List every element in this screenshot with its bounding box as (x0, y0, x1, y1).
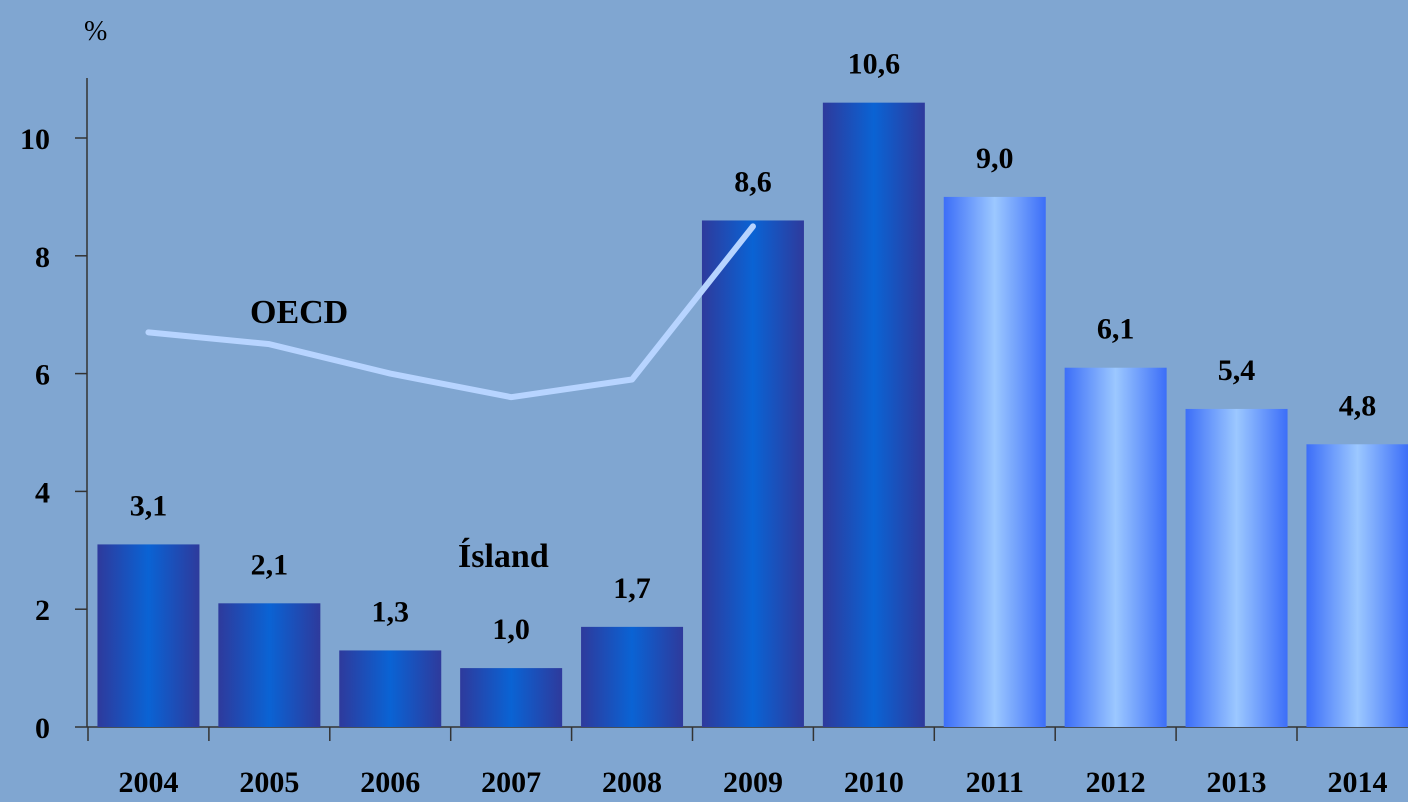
data-label-2011: 9,0 (976, 142, 1014, 175)
data-label-2005: 2,1 (251, 548, 289, 581)
data-label-2008: 1,7 (613, 572, 651, 605)
y-axis-unit-label: % (84, 16, 107, 47)
x-tick-label-2005: 2005 (239, 766, 299, 799)
x-tick-label-2012: 2012 (1086, 766, 1146, 799)
x-tick-label-2008: 2008 (602, 766, 662, 799)
bar-2011 (944, 197, 1046, 727)
bar-2005 (218, 603, 320, 727)
bar-2009 (702, 220, 804, 727)
bars-group: 3,1 2,1 1,3 1,0 1,7 8,6 10,6 9,0 6,1 5,4 4,8 (97, 48, 1408, 727)
y-axis-ticks: 0 2 4 6 8 10 (20, 123, 87, 745)
x-tick-label-2007: 2007 (481, 766, 541, 799)
bar-2004 (97, 544, 199, 727)
x-tick-label-2013: 2013 (1207, 766, 1267, 799)
x-tick-label-2014: 2014 (1327, 766, 1387, 799)
x-tick-label-2009: 2009 (723, 766, 783, 799)
x-tick-label-2010: 2010 (844, 766, 904, 799)
bar-2012 (1065, 368, 1167, 727)
x-tick-label-2004: 2004 (118, 766, 178, 799)
y-tick-label: 2 (35, 594, 50, 627)
bar-2013 (1186, 409, 1288, 727)
y-tick-label: 0 (35, 712, 50, 745)
series-label-island: Ísland (458, 538, 549, 575)
bar-2007 (460, 668, 562, 727)
x-tick-label-2006: 2006 (360, 766, 420, 799)
x-tick-label-2011: 2011 (966, 766, 1024, 799)
data-label-2009: 8,6 (734, 165, 772, 198)
bar-2008 (581, 627, 683, 727)
y-tick-label: 6 (35, 359, 50, 392)
data-label-2013: 5,4 (1218, 354, 1256, 387)
data-label-2004: 3,1 (130, 489, 168, 522)
y-tick-label: 10 (20, 123, 50, 156)
x-axis-ticks: 2004 2005 2006 2007 2008 2009 2010 2011 2012 2013… (88, 727, 1387, 799)
data-label-2012: 6,1 (1097, 313, 1135, 346)
y-tick-label: 8 (35, 241, 50, 274)
bar-2010 (823, 103, 925, 727)
data-label-2007: 1,0 (492, 613, 530, 646)
y-tick-label: 4 (35, 476, 50, 509)
data-label-2010: 10,6 (848, 48, 901, 81)
bar-2006 (339, 650, 441, 727)
series-label-oecd: OECD (250, 294, 348, 331)
data-label-2014: 4,8 (1339, 389, 1377, 422)
oecd-line (148, 226, 753, 397)
oecd-line-group (148, 226, 753, 397)
data-label-2006: 1,3 (372, 595, 410, 628)
bar-2014 (1306, 444, 1408, 727)
